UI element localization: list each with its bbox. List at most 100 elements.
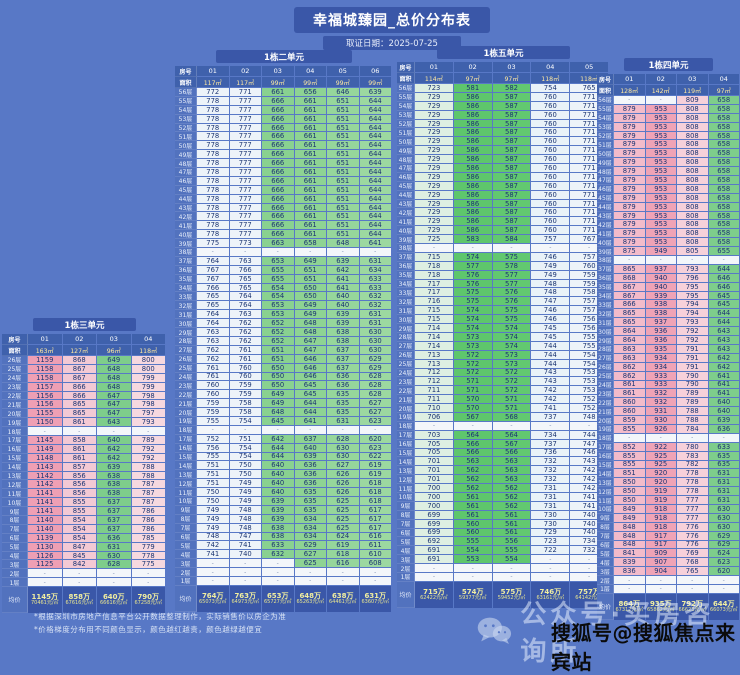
price-cell: 666 [262,124,295,133]
price-cell: 862 [614,372,646,381]
price-cell: 644 [360,115,393,124]
price-cell: 909 [646,549,678,558]
floor-label: 47层 [397,164,415,173]
price-cell: 749 [197,506,230,515]
price-cell: 661 [295,124,328,133]
price-cell: 572 [493,369,532,378]
floor-label: 12层 [597,487,614,496]
price-cell: 854 [63,516,98,525]
floor-label: 23层 [2,383,28,392]
price-cell: 666 [262,106,295,115]
price-cell: 798 [132,400,167,409]
floor-label: 10层 [175,497,197,506]
floor-label: 45层 [397,182,415,191]
price-cell: 658 [709,176,740,185]
floor-label: 56层 [597,96,614,105]
price-cell: 560 [454,529,493,538]
price-cell: 722 [531,546,570,555]
price-cell: 651 [262,346,295,355]
price-cell: - [493,573,532,582]
price-cell: 879 [614,212,646,221]
price-cell: 879 [614,185,646,194]
price-cell: 729 [415,155,454,164]
floor-label: 34层 [397,280,415,289]
price-cell: - [360,248,393,257]
price-cell: - [230,426,263,435]
price-cell: 639 [360,88,393,97]
price-cell: 751 [197,470,230,479]
price-cell: 661 [295,132,328,141]
column-number-header: 02 [454,62,493,73]
price-cell: 658 [709,105,740,114]
price-cell: 652 [262,319,295,328]
price-cell: 742 [197,541,230,550]
price-cell: 865 [614,318,646,327]
price-cell: 639 [327,319,360,328]
price-cell: 851 [614,469,646,478]
price-cell: 769 [677,549,709,558]
price-cell: 642 [327,266,360,275]
price-cell: 855 [614,461,646,470]
price-cell: 571 [454,386,493,395]
price-cell: 644 [360,230,393,239]
price-cell: 792 [677,336,709,345]
price-cell: 792 [132,454,167,463]
price-cell: 648 [295,319,328,328]
floor-label: 15层 [597,461,614,470]
price-cell: 587 [493,191,532,200]
price-cell: 648 [295,328,328,337]
price-cell: 642 [709,354,740,363]
room-no-header: 房号 [2,334,28,345]
price-cell: 761 [197,373,230,382]
floor-label: 24层 [597,381,614,390]
floor-label: 23层 [597,389,614,398]
price-cell: 618 [360,488,393,497]
price-cell: 637 [295,435,328,444]
floor-label: 14层 [397,457,415,466]
price-cell: 789 [677,398,709,407]
price-cell: 729 [415,208,454,217]
price-cell: - [262,248,295,257]
floor-label: 22层 [597,398,614,407]
table-row: 1层---- [597,585,740,594]
price-cell: 930 [646,416,678,425]
price-cell: 661 [295,230,328,239]
price-cell: 633 [262,541,295,550]
price-cell: 561 [454,502,493,511]
price-cell: - [197,559,230,568]
price-cell: 586 [454,146,493,155]
column-area-header: 117㎡ [230,77,263,88]
price-cell: - [454,573,493,582]
price-cell: 661 [295,115,328,124]
floor-label: 6层 [175,533,197,542]
floor-label: 20层 [175,408,197,417]
price-cell: 746 [531,306,570,315]
price-cell: 562 [454,475,493,484]
price-cell: 777 [230,204,263,213]
average-unit-price: 70461元/㎡ [31,601,59,607]
price-cell: 763 [197,337,230,346]
price-cell: 566 [454,440,493,449]
price-cell: 644 [360,159,393,168]
price-cell: 644 [262,444,295,453]
price-cell: 763 [197,328,230,337]
floor-label: 49层 [175,150,197,159]
